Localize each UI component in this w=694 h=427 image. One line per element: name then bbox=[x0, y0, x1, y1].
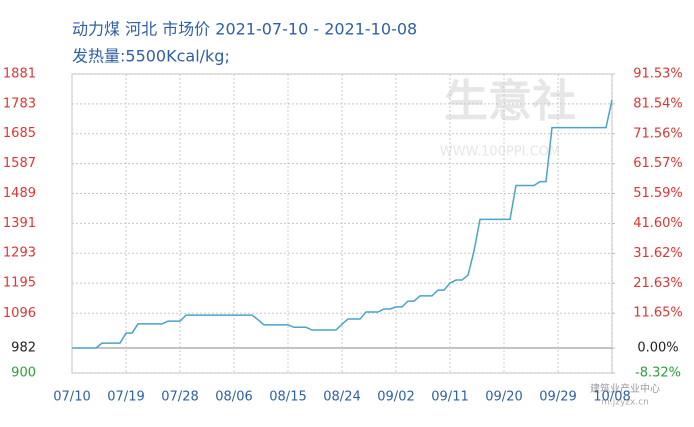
chart-title: 动力煤 河北 市场价 2021-07-10 - 2021-10-08 bbox=[72, 20, 417, 39]
y-tick-label: 1881 bbox=[3, 67, 36, 82]
y-tick-label: 1096 bbox=[3, 306, 36, 321]
y-tick-label: 1587 bbox=[3, 156, 36, 171]
y-tick-label: 1489 bbox=[3, 186, 36, 201]
y2-tick-label: 71.56% bbox=[633, 126, 683, 141]
y2-tick-label: 61.57% bbox=[633, 156, 683, 171]
y2-tick-label: 11.65% bbox=[633, 306, 683, 321]
y2-tick-label: 41.60% bbox=[633, 216, 683, 231]
x-tick-label: 07/19 bbox=[107, 390, 144, 405]
x-tick-label: 09/02 bbox=[377, 390, 414, 405]
watermark-url: WWW.100PPI.COM bbox=[440, 145, 560, 160]
y-tick-label: 900 bbox=[11, 366, 36, 381]
y-tick-label: 1783 bbox=[3, 96, 36, 111]
line bbox=[72, 99, 613, 349]
y-tick-label: 1685 bbox=[3, 126, 36, 141]
x-tick-label: 08/06 bbox=[215, 390, 252, 405]
watermark: 生意社 bbox=[444, 76, 576, 127]
x-tick-label: 09/11 bbox=[431, 390, 468, 405]
x-tick-label: 07/10 bbox=[53, 390, 90, 405]
x-tick-label: 08/15 bbox=[269, 390, 306, 405]
y2-tick-label: -8.32% bbox=[635, 366, 681, 381]
x-tick-label: 07/28 bbox=[161, 390, 198, 405]
x-tick-label: 09/29 bbox=[539, 390, 576, 405]
x-tick-label: 10/08 bbox=[593, 390, 630, 405]
y2-tick-label: 31.62% bbox=[633, 246, 683, 261]
y-tick-label: 1391 bbox=[3, 216, 36, 231]
y-tick-label: 1293 bbox=[3, 246, 36, 261]
chart-subtitle: 发热量:5500Kcal/kg; bbox=[72, 47, 230, 66]
corner-url: m.jzyzx.cn bbox=[601, 398, 649, 408]
y2-tick-label: 81.54% bbox=[633, 96, 683, 111]
corner-mark: 建筑业产业中心 bbox=[590, 382, 660, 395]
x-tick-label: 08/24 bbox=[323, 390, 360, 405]
y2-tick-label: 91.53% bbox=[633, 67, 683, 82]
y2-tick-label: 51.59% bbox=[633, 186, 683, 201]
y-tick-label: 982 bbox=[11, 341, 36, 356]
y2-tick-label: 21.63% bbox=[633, 276, 683, 291]
y2-tick-label: 0.00% bbox=[637, 341, 678, 356]
y-tick-label: 1195 bbox=[3, 276, 36, 291]
x-tick-label: 09/20 bbox=[485, 390, 522, 405]
